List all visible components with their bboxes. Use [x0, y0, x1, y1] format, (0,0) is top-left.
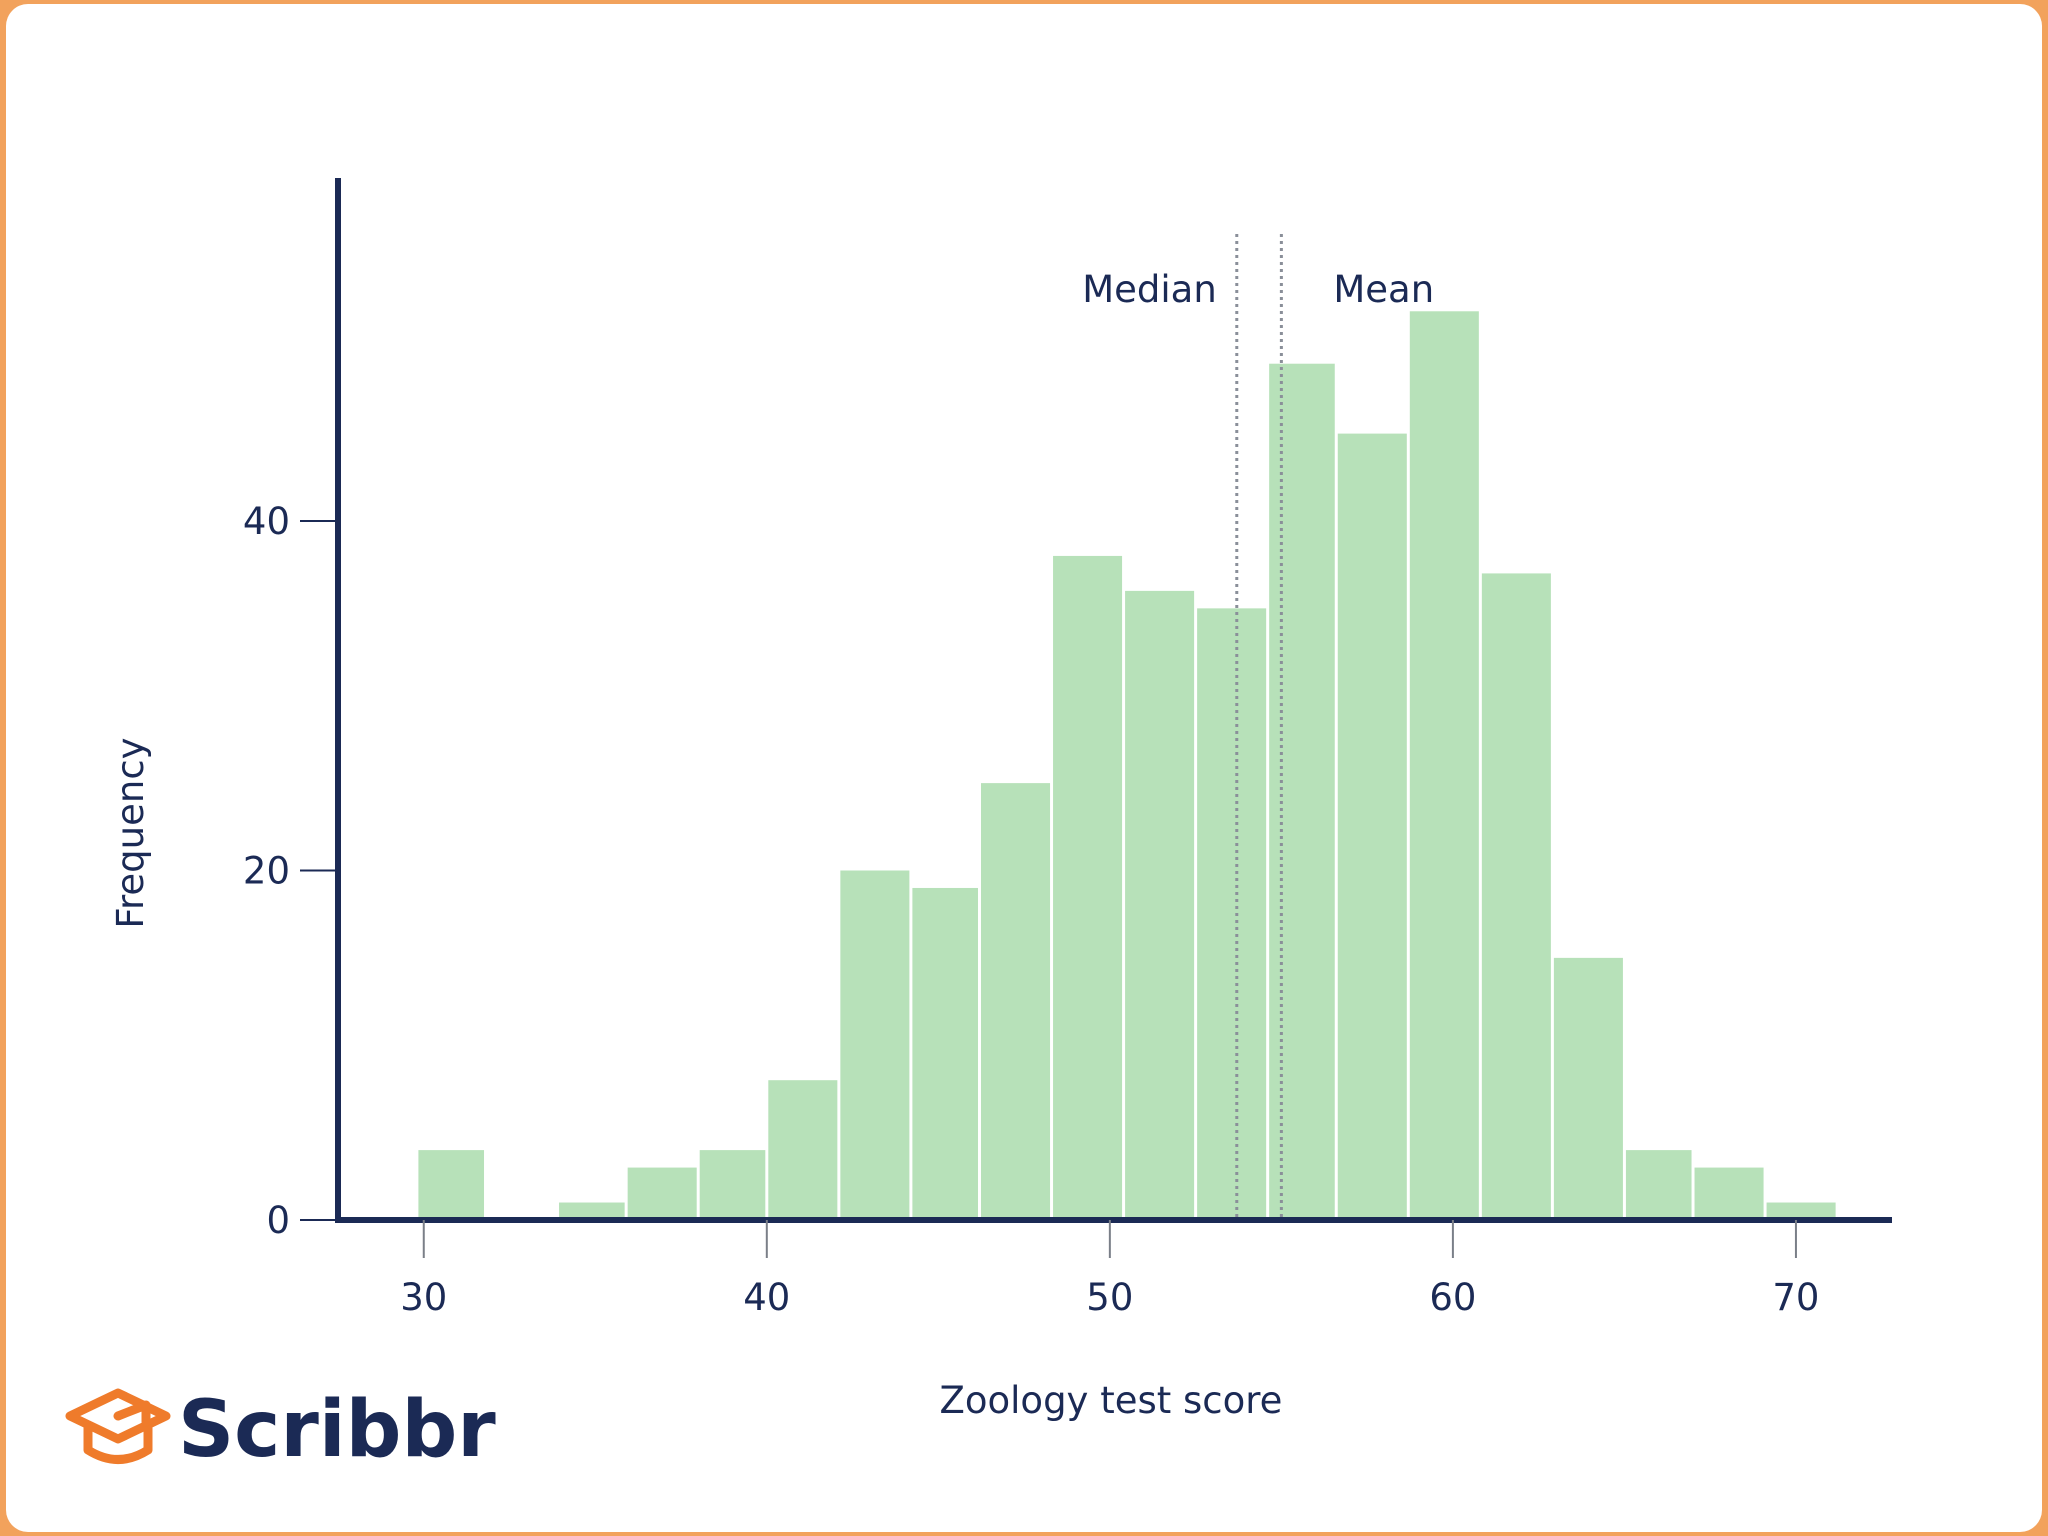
histogram-bar-11: [1197, 608, 1267, 1220]
x-tick-label-50: 50: [1086, 1276, 1133, 1319]
histogram-bar-14: [1409, 311, 1479, 1220]
histogram-bar-1: [418, 1150, 485, 1220]
histogram-bar-2: [559, 1202, 625, 1220]
chart-card: Median Mean 0 20 40 30 40 50 60 70 Frequency Zool…: [6, 4, 2042, 1532]
histogram-bar-16: [1553, 957, 1623, 1220]
y-tick-label-0: 0: [266, 1199, 290, 1242]
y-axis-title: Frequency: [109, 737, 152, 928]
scribbr-logo: Scribbr: [65, 1385, 496, 1475]
histogram-bar-7: [912, 887, 978, 1220]
reference-lines-group: [1235, 234, 1283, 1220]
histogram-bar-19: [1766, 1202, 1836, 1220]
histogram-bar-10: [1125, 590, 1195, 1220]
labels-group: Median Mean 0 20 40 30 40 50 60 70: [243, 268, 1820, 1319]
y-tick-label-20: 20: [243, 849, 290, 892]
y-tick-label-40: 40: [243, 500, 290, 543]
histogram-bar-4: [699, 1150, 766, 1220]
histogram-bar-15: [1481, 573, 1551, 1220]
histogram-bar-12: [1269, 363, 1335, 1220]
axes-group: [300, 178, 1892, 1258]
histogram-chart: Median Mean 0 20 40 30 40 50 60 70 Frequency Zool…: [65, 178, 1892, 1475]
histogram-bar-3: [627, 1167, 697, 1220]
histogram-bar-17: [1625, 1150, 1692, 1220]
histogram-bar-9: [1053, 555, 1123, 1220]
x-tick-label-40: 40: [743, 1276, 790, 1319]
median-label: Median: [1082, 268, 1217, 311]
histogram-bar-5: [768, 1080, 838, 1220]
histogram-bar-18: [1694, 1167, 1764, 1220]
mean-label: Mean: [1333, 268, 1434, 311]
histogram-bar-8: [980, 783, 1051, 1220]
x-tick-label-70: 70: [1772, 1276, 1819, 1319]
x-axis-title: Zoology test score: [940, 1379, 1283, 1422]
x-tick-label-60: 60: [1429, 1276, 1476, 1319]
logo-wordmark: Scribbr: [178, 1385, 496, 1475]
graduation-cap-icon: [65, 1388, 171, 1464]
histogram-bar-13: [1337, 433, 1407, 1220]
bars-group: [418, 311, 1836, 1220]
histogram-bar-6: [840, 870, 910, 1220]
x-tick-label-30: 30: [400, 1276, 447, 1319]
